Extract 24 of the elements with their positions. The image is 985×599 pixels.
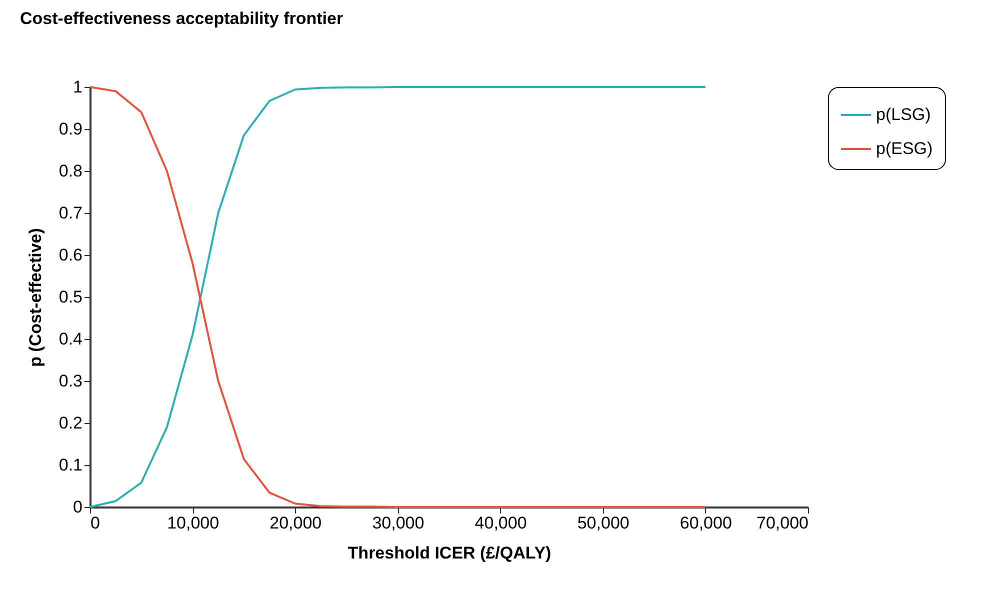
x-tick-label: 40,000 (474, 514, 527, 532)
y-tick-label: 0.8 (58, 162, 82, 180)
y-tick-label: 1 (73, 78, 82, 96)
legend-label: p(LSG) (876, 105, 931, 124)
y-tick-label: 0.1 (58, 456, 82, 474)
legend-label: p(ESG) (876, 139, 933, 158)
x-tick-label: 20,000 (270, 514, 322, 532)
x-tick-label: 0 (90, 514, 100, 532)
y-tick-label: 0 (73, 498, 82, 516)
y-tick-label: 0.2 (58, 414, 82, 432)
x-tick-label: 60,000 (680, 514, 732, 532)
x-axis-title: Threshold ICER (£/QALY) (348, 544, 552, 562)
y-tick-label: 0.4 (58, 330, 82, 348)
x-tick-label: 30,000 (372, 514, 424, 532)
y-tick-label: 0.9 (58, 120, 82, 138)
y-tick-label: 0.3 (58, 372, 82, 390)
y-tick-label: 0.5 (58, 288, 82, 306)
x-tick-label: 10,000 (167, 514, 220, 532)
y-axis-title: p (Cost-effective) (26, 228, 45, 367)
y-tick-label: 0.6 (58, 246, 82, 264)
y-tick-label: 0.7 (58, 204, 82, 222)
chart-title: Cost-effectiveness acceptability frontier (20, 9, 344, 28)
x-tick-label: 50,000 (577, 514, 630, 532)
x-tick-label: 70,000 (756, 514, 808, 532)
